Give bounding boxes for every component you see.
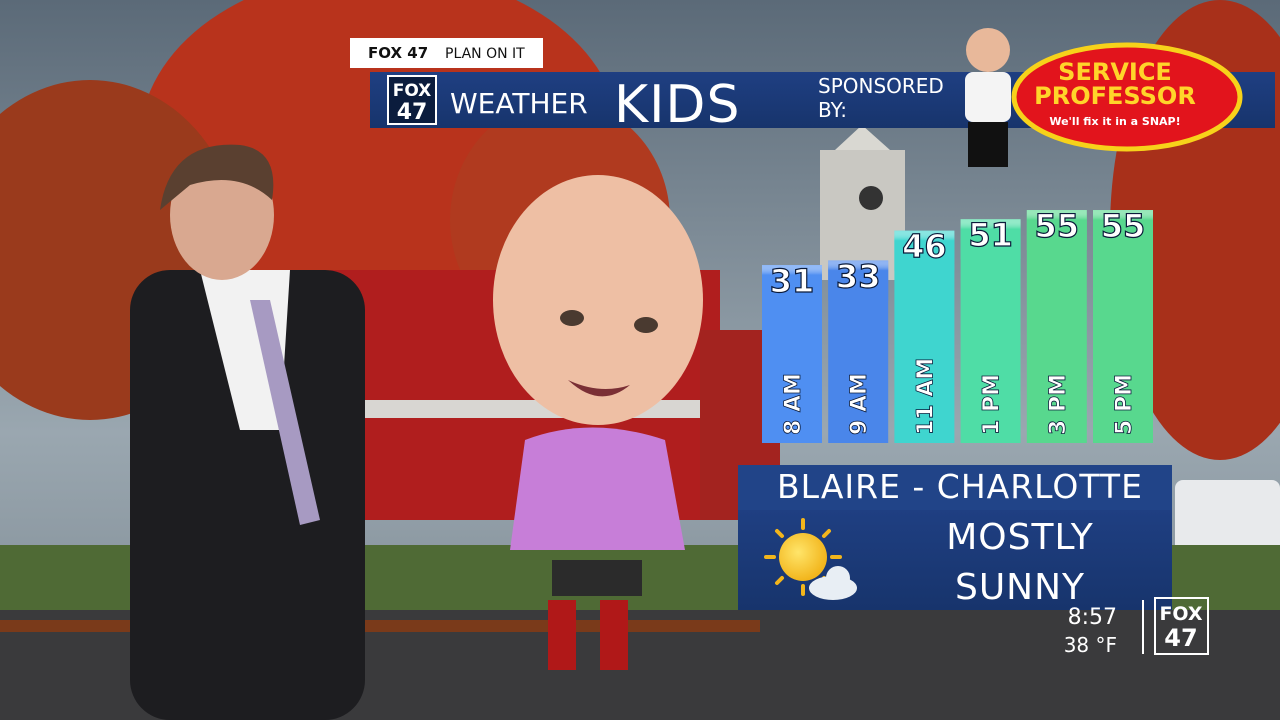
clock-bug: 8:57 38 °F FOX 47: [1064, 597, 1209, 657]
name-bar: [738, 465, 1172, 510]
sponsor-name: PROFESSOR: [1034, 82, 1196, 110]
station-logo: [1154, 597, 1209, 655]
sponsor-logo[interactable]: SERVICE PROFESSOR We'll fix it in a SNAP…: [965, 28, 1243, 167]
sponsor-tagline: We'll fix it in a SNAP!: [1049, 115, 1180, 128]
bar-value-label: 55: [1101, 207, 1146, 245]
clock-temperature: 38 °F: [1064, 633, 1117, 657]
bar-category-label: 1 PM: [980, 374, 1005, 435]
presenter: [130, 144, 365, 720]
station-logo-top: FOX: [1159, 603, 1202, 625]
banner-title: WEATHER: [450, 87, 588, 120]
bar-category-label: 8 AM: [781, 373, 806, 435]
bar-shine: [894, 230, 955, 271]
tag-box: [350, 38, 543, 68]
condition-text: MOSTLY SUNNY: [946, 517, 1094, 608]
bar-category-label: 11 AM: [913, 358, 938, 435]
bar-value-label: 33: [836, 257, 881, 295]
tag-station: FOX 47: [368, 44, 428, 62]
sponsor-mascot: [965, 28, 1011, 167]
station-tag: FOX 47 PLAN ON IT: [350, 38, 543, 68]
banner-logo-bottom: 47: [397, 100, 428, 125]
bar-shine: [762, 265, 822, 305]
bar-shine: [960, 219, 1021, 260]
sponsored-label: SPONSORED: [818, 74, 944, 98]
sun-cloud-icon: [764, 518, 857, 600]
bar-value-label: 31: [770, 262, 815, 300]
banner-subtitle: KIDS: [614, 75, 740, 135]
banner-logo-top: FOX: [393, 81, 432, 101]
hourly-temperature-chart: 31 8 AM 33 9 AM 46 11 AM 51 1 PM 55 3 PM 55 5 PM: [762, 206, 1153, 443]
condition-line: SUNNY: [955, 567, 1085, 608]
bar-category-label: 5 PM: [1112, 374, 1137, 435]
bar-value-label: 55: [1035, 207, 1080, 245]
sponsor-oval: [1011, 42, 1243, 152]
bar-value-label: 46: [902, 228, 947, 266]
clock-time: 8:57: [1068, 605, 1117, 630]
station-logo-bottom: 47: [1164, 624, 1197, 652]
bar-shine: [1026, 210, 1087, 250]
bar-category-label: 3 PM: [1046, 374, 1071, 435]
tag-slogan: PLAN ON IT: [445, 46, 525, 62]
sponsor-name: SERVICE: [1058, 58, 1172, 86]
bar-category-label: 9 AM: [847, 373, 872, 435]
condition-line: MOSTLY: [946, 517, 1094, 558]
bar-shine: [828, 260, 889, 301]
forecast-panel: BLAIRE - CHARLOTTE MOSTLY SUNNY: [738, 465, 1172, 610]
kid-character: [493, 175, 703, 670]
bar-value-label: 51: [968, 216, 1013, 254]
banner-logo: [387, 75, 437, 125]
sponsored-label: BY:: [818, 98, 847, 122]
kid-name: BLAIRE - CHARLOTTE: [777, 467, 1143, 506]
bar-shine: [1093, 210, 1153, 250]
